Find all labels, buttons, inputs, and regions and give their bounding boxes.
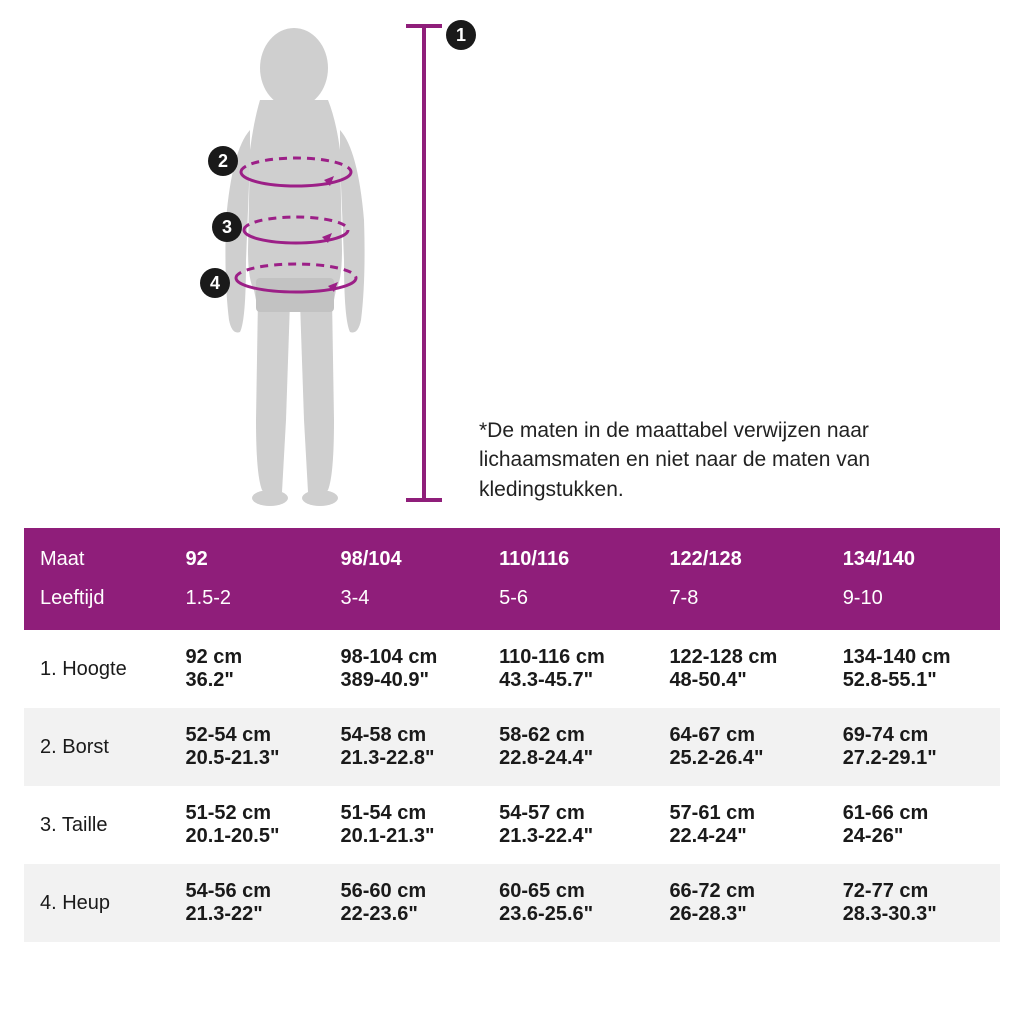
cell: 54-58 cm21.3-22.8" (324, 708, 483, 786)
cell: 54-56 cm21.3-22" (169, 864, 324, 942)
header-label-size: Maat (24, 528, 169, 581)
cell: 69-74 cm27.2-29.1" (827, 708, 1000, 786)
child-silhouette (225, 28, 364, 506)
top-section: 1 2 3 4 *De maten in de maattabel verwij… (24, 20, 1000, 510)
cell: 66-72 cm26-28.3" (653, 864, 826, 942)
header-size-0: 92 (169, 528, 324, 581)
cell: 64-67 cm25.2-26.4" (653, 708, 826, 786)
cell: 72-77 cm28.3-30.3" (827, 864, 1000, 942)
header-age-3: 7-8 (653, 581, 826, 630)
size-note: *De maten in de maattabel verwijzen naar… (479, 416, 879, 504)
cell: 92 cm36.2" (169, 630, 324, 708)
cell: 51-54 cm20.1-21.3" (324, 786, 483, 864)
marker-1: 1 (446, 20, 476, 50)
cell: 52-54 cm20.5-21.3" (169, 708, 324, 786)
measurement-diagram: 1 2 3 4 (24, 20, 524, 510)
row-label: 1. Hoogte (24, 630, 169, 708)
header-size-4: 134/140 (827, 528, 1000, 581)
cell: 98-104 cm389-40.9" (324, 630, 483, 708)
header-age-4: 9-10 (827, 581, 1000, 630)
header-size-1: 98/104 (324, 528, 483, 581)
header-age-1: 3-4 (324, 581, 483, 630)
table-row: 3. Taille 51-52 cm20.1-20.5" 51-54 cm20.… (24, 786, 1000, 864)
cell: 122-128 cm48-50.4" (653, 630, 826, 708)
table-body: 1. Hoogte 92 cm36.2" 98-104 cm389-40.9" … (24, 630, 1000, 942)
cell: 60-65 cm23.6-25.6" (483, 864, 653, 942)
row-label: 3. Taille (24, 786, 169, 864)
table-row: 4. Heup 54-56 cm21.3-22" 56-60 cm22-23.6… (24, 864, 1000, 942)
cell: 61-66 cm24-26" (827, 786, 1000, 864)
cell: 56-60 cm22-23.6" (324, 864, 483, 942)
header-label-age: Leeftijd (24, 581, 169, 630)
table-row: 2. Borst 52-54 cm20.5-21.3" 54-58 cm21.3… (24, 708, 1000, 786)
cell: 54-57 cm21.3-22.4" (483, 786, 653, 864)
row-label: 2. Borst (24, 708, 169, 786)
table-header: Maat 92 98/104 110/116 122/128 134/140 L… (24, 528, 1000, 630)
size-table: Maat 92 98/104 110/116 122/128 134/140 L… (24, 528, 1000, 942)
header-age-0: 1.5-2 (169, 581, 324, 630)
cell: 110-116 cm43.3-45.7" (483, 630, 653, 708)
header-row-age: Leeftijd 1.5-2 3-4 5-6 7-8 9-10 (24, 581, 1000, 630)
height-ruler (406, 26, 442, 500)
header-age-2: 5-6 (483, 581, 653, 630)
marker-4: 4 (200, 268, 230, 298)
header-row-size: Maat 92 98/104 110/116 122/128 134/140 (24, 528, 1000, 581)
cell: 57-61 cm22.4-24" (653, 786, 826, 864)
cell: 51-52 cm20.1-20.5" (169, 786, 324, 864)
marker-2: 2 (208, 146, 238, 176)
diagram-svg (24, 20, 524, 510)
marker-3: 3 (212, 212, 242, 242)
header-size-3: 122/128 (653, 528, 826, 581)
table-row: 1. Hoogte 92 cm36.2" 98-104 cm389-40.9" … (24, 630, 1000, 708)
row-label: 4. Heup (24, 864, 169, 942)
header-size-2: 110/116 (483, 528, 653, 581)
cell: 58-62 cm22.8-24.4" (483, 708, 653, 786)
cell: 134-140 cm52.8-55.1" (827, 630, 1000, 708)
